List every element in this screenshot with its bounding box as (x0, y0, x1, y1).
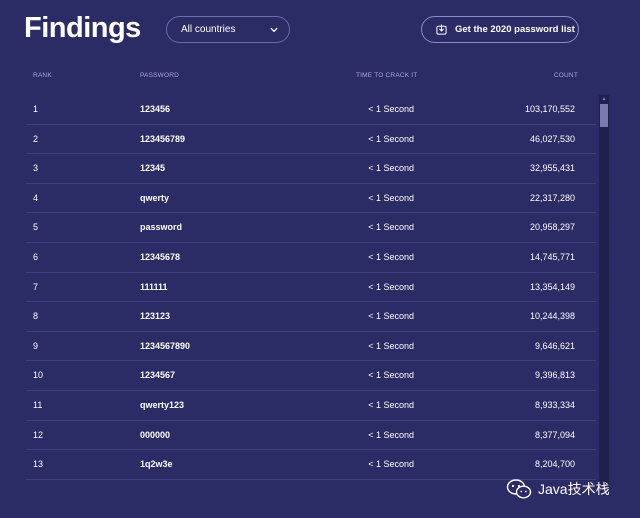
cell-time: < 1 Second (368, 399, 414, 410)
cell-count: 32,955,431 (529, 163, 575, 174)
column-header-rank[interactable]: RANK (33, 72, 52, 79)
cell-time: < 1 Second (368, 429, 414, 440)
cell-count: 14,745,771 (529, 251, 575, 262)
table-row: 6 12345678 < 1 Second 14,745,771 (0, 243, 640, 273)
cell-count: 8,204,700 (534, 459, 575, 470)
cell-rank: 8 (33, 311, 39, 322)
cell-rank: 11 (33, 399, 43, 410)
cell-rank: 13 (33, 459, 44, 470)
cell-password: qwerty123 (140, 399, 185, 410)
watermark-text: Java技术栈 (538, 481, 610, 497)
country-select[interactable]: All countries (166, 16, 290, 43)
cell-count: 10,244,398 (529, 311, 575, 322)
table-row: 12 000000 < 1 Second 8,377,094 (0, 421, 640, 451)
table-row: 2 123456789 < 1 Second 46,027,530 (0, 125, 640, 155)
page-title: Findings (24, 12, 141, 44)
watermark: Java技术栈 (506, 478, 610, 500)
cell-rank: 10 (33, 370, 44, 381)
cell-time: < 1 Second (368, 222, 414, 233)
password-table: 1 123456 < 1 Second 103,170,552 2 123456… (0, 95, 640, 480)
cell-rank: 5 (33, 222, 39, 233)
cell-count: 22,317,280 (529, 192, 575, 203)
table-row: 9 1234567890 < 1 Second 9,646,621 (0, 332, 640, 362)
scroll-thumb[interactable] (600, 104, 608, 127)
cell-time: < 1 Second (368, 281, 414, 292)
cell-count: 9,646,621 (534, 340, 575, 351)
cell-time: < 1 Second (368, 370, 414, 381)
cell-time: < 1 Second (368, 192, 414, 203)
table-row: 10 1234567 < 1 Second 9,396,813 (0, 361, 640, 391)
cell-rank: 2 (33, 133, 39, 144)
cell-time: < 1 Second (368, 104, 414, 114)
cell-count: 8,377,094 (534, 429, 575, 440)
table-row: 8 123123 < 1 Second 10,244,398 (0, 302, 640, 332)
cell-password: 123123 (140, 311, 171, 322)
cell-count: 46,027,530 (529, 133, 575, 144)
table-row: 11 qwerty123 < 1 Second 8,933,334 (0, 391, 640, 421)
cell-password: qwerty (140, 192, 170, 203)
column-header-time[interactable]: TIME TO CRACK IT (356, 72, 418, 79)
chevron-down-icon (270, 27, 278, 32)
table-row: 3 12345 < 1 Second 32,955,431 (0, 154, 640, 184)
cell-password: 1q2w3e (140, 459, 173, 470)
cell-time: < 1 Second (368, 133, 414, 144)
download-list-label: Get the 2020 password list (455, 24, 575, 35)
table-row: 13 1q2w3e < 1 Second 8,204,700 (0, 450, 640, 480)
cell-time: < 1 Second (368, 340, 414, 351)
cell-time: < 1 Second (368, 163, 414, 174)
cell-password: 000000 (140, 429, 171, 440)
cell-count: 20,958,297 (529, 222, 575, 233)
cell-password: 12345678 (140, 251, 181, 262)
cell-rank: 6 (33, 251, 39, 262)
table-scrollbar[interactable]: ▲ (599, 95, 609, 485)
scroll-up-arrow-icon[interactable]: ▲ (601, 96, 607, 102)
cell-time: < 1 Second (368, 459, 414, 470)
cell-password: 12345 (140, 163, 166, 174)
table-row: 5 password < 1 Second 20,958,297 (0, 213, 640, 243)
cell-password: 123456 (140, 104, 171, 114)
cell-count: 13,354,149 (529, 281, 575, 292)
cell-password: 1234567 (140, 370, 176, 381)
table-header: RANK PASSWORD TIME TO CRACK IT COUNT (0, 72, 640, 84)
table-row: 1 123456 < 1 Second 103,170,552 (0, 95, 640, 125)
cell-count: 9,396,813 (534, 370, 575, 381)
wechat-icon (506, 479, 532, 499)
table-row: 7 111111 < 1 Second 13,354,149 (0, 273, 640, 303)
cell-rank: 9 (33, 340, 39, 351)
column-header-password[interactable]: PASSWORD (140, 72, 180, 79)
cell-rank: 7 (33, 281, 39, 292)
cell-time: < 1 Second (368, 311, 414, 322)
cell-count: 103,170,552 (524, 104, 575, 114)
cell-rank: 12 (33, 429, 44, 440)
cell-password: 123456789 (140, 133, 186, 144)
cell-rank: 1 (33, 104, 39, 114)
table-row: 4 qwerty < 1 Second 22,317,280 (0, 184, 640, 214)
cell-rank: 3 (33, 163, 39, 174)
cell-password: 111111 (140, 281, 168, 292)
cell-time: < 1 Second (368, 251, 414, 262)
country-select-value: All countries (181, 24, 236, 35)
cell-rank: 4 (33, 192, 39, 203)
cell-password: 1234567890 (140, 340, 191, 351)
download-icon (436, 24, 447, 35)
cell-password: password (140, 222, 183, 233)
download-list-button[interactable]: Get the 2020 password list (421, 16, 579, 43)
column-header-count[interactable]: COUNT (553, 72, 578, 79)
cell-count: 8,933,334 (534, 399, 575, 410)
